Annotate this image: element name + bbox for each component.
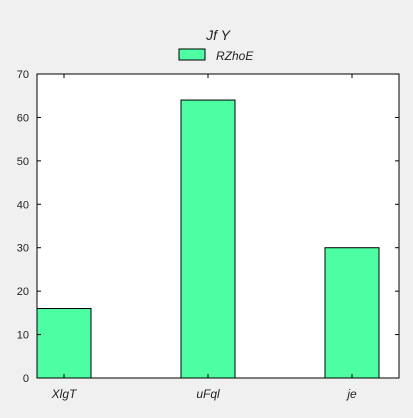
y-tick-label: 0 bbox=[23, 373, 29, 385]
y-tick-label: 60 bbox=[17, 112, 29, 124]
bars bbox=[36, 99, 380, 379]
legend-swatch bbox=[178, 48, 206, 61]
x-axis: XlgT uFql je bbox=[51, 74, 357, 401]
x-category-label: je bbox=[345, 387, 357, 401]
y-axis: 0 10 20 30 40 50 60 70 bbox=[17, 69, 399, 385]
y-tick-label: 10 bbox=[17, 330, 29, 342]
y-tick-label: 50 bbox=[17, 156, 29, 168]
bar-XlgT bbox=[36, 308, 92, 379]
x-category-label: uFql bbox=[196, 387, 220, 401]
y-tick-label: 20 bbox=[17, 286, 29, 298]
y-tick-label: 40 bbox=[17, 199, 29, 211]
bar-je bbox=[324, 247, 380, 379]
legend-label: RZhoE bbox=[216, 49, 254, 63]
plot-frame bbox=[36, 73, 400, 379]
x-category-label: XlgT bbox=[51, 387, 78, 401]
y-tick-label: 70 bbox=[17, 69, 29, 81]
bar-uFql bbox=[180, 99, 236, 379]
y-tick-label: 30 bbox=[17, 243, 29, 255]
legend: RZhoE bbox=[178, 48, 254, 63]
chart-title: Jf Y bbox=[205, 27, 232, 43]
